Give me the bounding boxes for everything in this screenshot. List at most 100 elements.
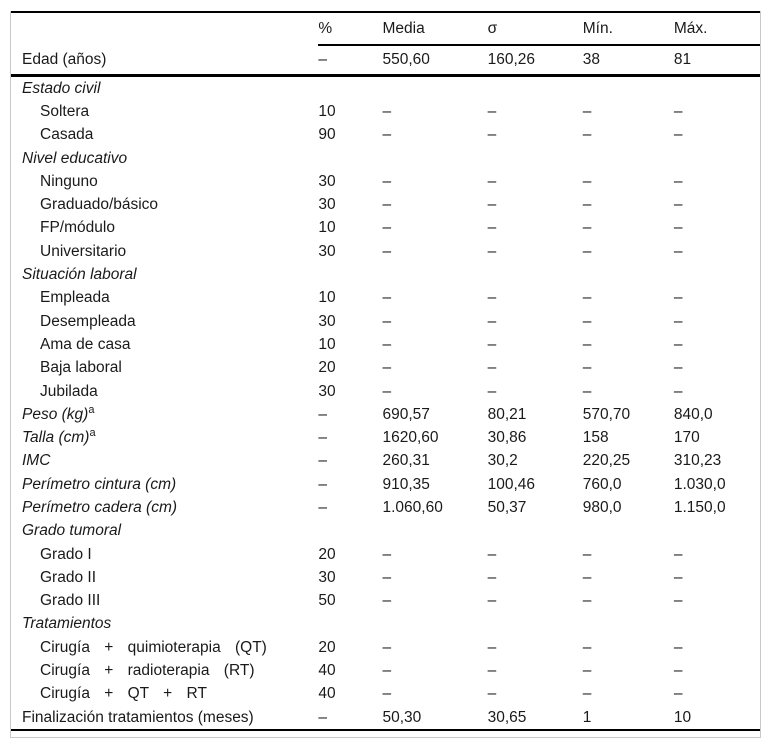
row-label-text: Baja laboral — [40, 359, 122, 377]
table-body: Edad (años) –550,60 160,26 38 81 Estado civil… — [11, 45, 760, 730]
row-label: Baja laboral — [11, 357, 318, 380]
row-label: Grado II — [11, 566, 318, 589]
cell-sigma: 30,2 — [487, 452, 518, 470]
row-label: Situación laboral — [11, 263, 318, 286]
section-row: Situación laboral — [11, 263, 760, 286]
row-label: Estado civil — [11, 76, 318, 101]
table-row: Soltera 10 – – – – — [11, 100, 760, 123]
cell-max: – — [673, 126, 683, 144]
cell-sigma: – — [487, 289, 497, 307]
row-label-text: Cirugía + quimioterapia (QT) — [40, 638, 267, 656]
cell-min: – — [582, 312, 592, 330]
cell-max: 170 — [673, 429, 700, 447]
cell-media — [382, 263, 487, 286]
header-cell-max: Máx. — [673, 12, 760, 46]
cell-max: – — [673, 568, 683, 586]
row-label-text: Desempleada — [40, 312, 136, 330]
cell-media: 690,57 — [382, 405, 430, 423]
cell-media: – — [382, 568, 392, 586]
cell-min: – — [582, 638, 592, 656]
cell-media: – — [382, 359, 392, 377]
cell-sigma: – — [487, 312, 497, 330]
cell-min: – — [582, 126, 592, 144]
cell-max: – — [673, 638, 683, 656]
row-label-text: Finalización tratamientos (meses) — [22, 708, 254, 726]
row-label: Empleada — [11, 287, 318, 310]
cell-media: – — [382, 382, 392, 400]
cell-max: – — [673, 289, 683, 307]
table-row: Grado III 50 – – – – — [11, 590, 760, 613]
row-label-text: Grado I — [40, 545, 92, 563]
cell-media — [382, 613, 487, 636]
cell-min: 980,0 — [582, 498, 622, 516]
row-label-text: Grado III — [40, 592, 101, 610]
cell-max: – — [673, 196, 683, 214]
cell-media: – — [382, 312, 392, 330]
cell-min: 1 — [582, 708, 592, 726]
cell-percent: – — [318, 708, 328, 726]
cell-percent: 10 — [318, 289, 336, 307]
table-row: Perímetro cadera (cm) – 1.060,60 50,37 980,0… — [11, 496, 760, 519]
table-row: Grado II 30 – – – – — [11, 566, 760, 589]
row-label: Universitario — [11, 240, 318, 263]
cell-media: – — [382, 638, 392, 656]
cell-percent: 20 — [318, 359, 336, 377]
footnote-marker: a — [89, 426, 96, 439]
cell-percent: 20 — [318, 638, 336, 656]
table-row: Cirugía + QT + RT 40 – – – – — [11, 683, 760, 706]
row-label: Casada — [11, 124, 318, 147]
row-label-text: Perímetro cintura (cm) — [22, 475, 177, 493]
cell-media: 910,35 — [382, 475, 430, 493]
cell-sigma: – — [487, 102, 497, 120]
section-row: Grado tumoral — [11, 520, 760, 543]
cell-sigma: – — [487, 359, 497, 377]
cell-sigma: 160,26 — [487, 45, 583, 77]
cell-max — [674, 263, 760, 286]
cell-sigma: – — [487, 172, 497, 190]
cell-media: – — [382, 172, 392, 190]
stats-table: % Media σ Mín. Máx. Edad (años) –550,60 160,26… — [11, 11, 760, 732]
cell-min — [583, 520, 674, 543]
cell-max: – — [673, 172, 683, 190]
header-cell-label — [11, 12, 318, 45]
cell-media: 1620,60 — [382, 429, 439, 447]
table-row: Ninguno 30 – – – – — [11, 170, 760, 193]
cell-media: – — [382, 685, 392, 703]
row-label: Perímetro cintura (cm) — [11, 473, 318, 496]
cell-max: – — [673, 382, 683, 400]
cell-media: 550,60 — [382, 45, 488, 77]
cell-sigma: – — [487, 685, 497, 703]
cell-sigma: – — [487, 335, 497, 353]
cell-percent: 30 — [318, 382, 336, 400]
cell-max: – — [673, 335, 683, 353]
cell-percent: – — [318, 45, 383, 77]
cell-percent: 30 — [318, 242, 336, 260]
cell-sigma: – — [487, 196, 497, 214]
row-label-text: Cirugía + radioterapia (RT) — [40, 662, 255, 680]
row-label-text: Situación laboral — [22, 266, 137, 284]
cell-min: 38 — [582, 45, 674, 77]
table-row: IMC – 260,31 30,2 220,25 310,23 — [11, 450, 760, 473]
cell-percent: 30 — [318, 172, 336, 190]
cell-sigma: – — [487, 592, 497, 610]
cell-min — [583, 613, 674, 636]
row-label: Ninguno — [11, 170, 318, 193]
cell-max: 310,23 — [673, 452, 722, 470]
cell-percent: 10 — [318, 219, 336, 237]
cell-sigma: – — [487, 568, 497, 586]
cell-sigma: – — [487, 242, 497, 260]
cell-sigma: – — [487, 219, 497, 237]
cell-sigma: 80,21 — [487, 405, 527, 423]
cell-min: 570,70 — [582, 405, 631, 423]
cell-percent: 30 — [318, 312, 336, 330]
table-row: Grado I 20 – – – – — [11, 543, 760, 566]
cell-percent: – — [318, 452, 328, 470]
cell-min: – — [582, 196, 592, 214]
cell-min: – — [582, 568, 592, 586]
cell-percent: 40 — [318, 662, 336, 680]
row-label-text: Nivel educativo — [22, 149, 128, 167]
footnote-marker: a — [88, 403, 95, 416]
cell-min: – — [582, 662, 592, 680]
header-cell-min: Mín. — [582, 12, 674, 46]
cell-media — [382, 76, 487, 101]
